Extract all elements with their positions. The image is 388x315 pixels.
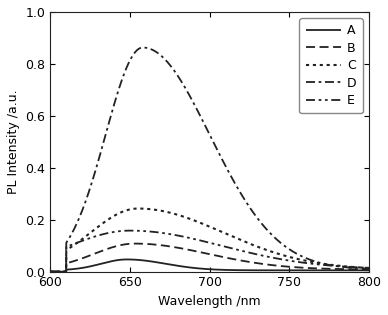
C — [64, 248, 69, 252]
D — [203, 124, 208, 128]
B — [357, 267, 362, 271]
D — [64, 240, 69, 244]
C — [367, 266, 371, 270]
A — [48, 270, 53, 273]
Line: A: A — [50, 260, 369, 272]
B — [195, 249, 199, 253]
Line: E: E — [50, 231, 369, 272]
E — [64, 245, 69, 249]
B — [64, 261, 69, 265]
Line: C: C — [50, 209, 369, 272]
E — [48, 270, 53, 273]
B — [133, 242, 137, 245]
A — [125, 258, 129, 261]
D — [48, 270, 53, 273]
E — [358, 266, 362, 269]
A — [203, 267, 208, 271]
A — [195, 266, 199, 270]
C — [358, 266, 362, 269]
Line: D: D — [50, 48, 369, 272]
E — [128, 229, 132, 232]
Legend: A, B, C, D, E: A, B, C, D, E — [300, 18, 363, 113]
D — [358, 266, 362, 270]
A — [358, 268, 362, 272]
A — [367, 268, 371, 272]
B — [299, 266, 304, 270]
Y-axis label: PL Intensity /a.u.: PL Intensity /a.u. — [7, 89, 20, 194]
E — [195, 238, 199, 242]
E — [357, 266, 362, 269]
E — [203, 240, 208, 243]
D — [299, 254, 304, 258]
C — [203, 223, 208, 227]
B — [203, 251, 208, 255]
A — [299, 268, 304, 272]
B — [358, 267, 362, 271]
A — [357, 268, 362, 272]
C — [357, 266, 362, 269]
E — [299, 261, 304, 264]
C — [195, 220, 199, 223]
D — [367, 267, 371, 271]
Line: B: B — [50, 243, 369, 272]
B — [367, 267, 371, 271]
D — [357, 266, 362, 270]
D — [195, 108, 199, 112]
A — [64, 268, 69, 272]
D — [140, 46, 145, 49]
C — [48, 270, 53, 273]
E — [367, 266, 371, 270]
C — [136, 207, 140, 210]
X-axis label: Wavelength /nm: Wavelength /nm — [158, 295, 261, 308]
B — [48, 270, 53, 273]
C — [299, 258, 304, 262]
